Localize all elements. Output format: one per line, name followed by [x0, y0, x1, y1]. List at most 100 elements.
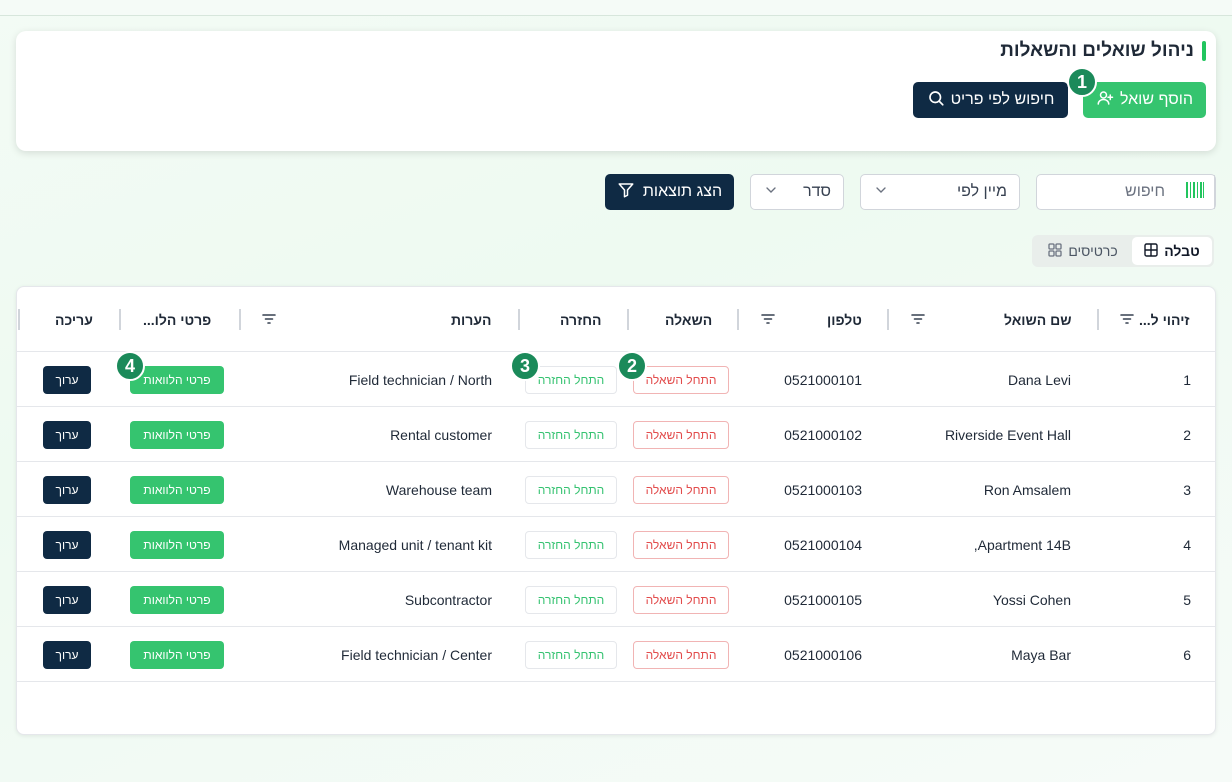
- table-row: 1 Dana Levi 0521000101 התחל השאלה התחל ה…: [17, 352, 1215, 407]
- start-loan-button[interactable]: התחל השאלה: [633, 421, 729, 449]
- chevron-down-icon: [763, 182, 779, 203]
- show-results-label: הצג תוצאות: [642, 183, 723, 200]
- barcode-icon: [1185, 181, 1204, 203]
- filter-icon[interactable]: [760, 311, 776, 327]
- column-separator: [627, 309, 629, 330]
- edit-button[interactable]: ערוך: [43, 476, 91, 504]
- column-header-loan-details[interactable]: פרטי הלו...: [143, 311, 212, 328]
- cell-notes: Rental customer: [390, 426, 492, 443]
- cell-phone: 0521000101: [784, 371, 862, 388]
- table-view-button[interactable]: טבלה: [1132, 237, 1212, 265]
- start-loan-button[interactable]: התחל השאלה: [633, 641, 729, 669]
- filter-icon[interactable]: [1119, 311, 1135, 327]
- column-separator: [518, 309, 520, 330]
- cell-notes: Field technician / North: [348, 371, 492, 388]
- column-header-phone[interactable]: טלפון: [827, 311, 862, 328]
- column-header-notes[interactable]: הערות: [451, 311, 492, 328]
- table-row: 3 Ron Amsalem 0521000103 התחל השאלה התחל…: [17, 462, 1215, 517]
- loan-details-button[interactable]: פרטי הלוואות: [130, 531, 224, 559]
- loan-details-button[interactable]: פרטי הלוואות: [130, 421, 224, 449]
- step-badge-2: 2: [617, 351, 647, 381]
- view-toggle: טבלה כרטיסים: [1032, 235, 1214, 267]
- start-loan-button[interactable]: התחל השאלה: [633, 531, 729, 559]
- column-separator: [18, 309, 20, 330]
- start-loan-button[interactable]: התחל השאלה: [633, 586, 729, 614]
- table-row: 2 Riverside Event Hall 0521000102 התחל ה…: [17, 407, 1215, 462]
- cell-notes: Subcontractor: [404, 591, 492, 608]
- barcode-scan-button[interactable]: [1175, 175, 1215, 209]
- cell-notes: Managed unit / tenant kit: [338, 536, 492, 553]
- column-separator: [737, 309, 739, 330]
- add-borrower-label: הוסף שואל: [1119, 91, 1194, 108]
- column-header-edit[interactable]: עריכה: [55, 311, 93, 328]
- add-borrower-button[interactable]: הוסף שואל: [1083, 82, 1206, 118]
- step-badge-1: 1: [1067, 67, 1097, 97]
- cell-id: 6: [1183, 646, 1191, 663]
- cell-id: 1: [1183, 371, 1191, 388]
- cell-name: Maya Bar: [1011, 646, 1071, 663]
- column-header-return[interactable]: החזרה: [560, 311, 602, 328]
- start-loan-button[interactable]: התחל השאלה: [633, 366, 729, 394]
- column-separator: [119, 309, 121, 330]
- cell-name: Riverside Event Hall: [944, 426, 1071, 443]
- borrowers-table: זיהוי ל... שם השואל טלפון השאלה החזרה הע…: [16, 286, 1216, 735]
- search-by-item-label: חיפוש לפי פריט: [950, 91, 1055, 108]
- show-results-button[interactable]: הצג תוצאות: [605, 174, 734, 210]
- edit-button[interactable]: ערוך: [43, 421, 91, 449]
- search-by-item-button[interactable]: חיפוש לפי פריט: [913, 82, 1068, 118]
- page-title: ניהול שואלים והשאלות: [1000, 40, 1194, 61]
- step-badge-3: 3: [510, 351, 540, 381]
- search-icon: [927, 89, 945, 112]
- search-input[interactable]: [1037, 175, 1175, 209]
- cell-id: 5: [1183, 591, 1191, 608]
- table-row: 6 Maya Bar 0521000106 התחל השאלה התחל הח…: [17, 627, 1215, 682]
- loan-details-button[interactable]: פרטי הלוואות: [130, 366, 224, 394]
- start-return-button[interactable]: התחל החזרה: [525, 586, 617, 614]
- cell-id: 2: [1183, 426, 1191, 443]
- cell-phone: 0521000103: [784, 481, 862, 498]
- step-badge-4: 4: [115, 351, 145, 381]
- cell-notes: Warehouse team: [385, 481, 492, 498]
- start-return-button[interactable]: התחל החזרה: [525, 476, 617, 504]
- filter-icon[interactable]: [261, 311, 277, 327]
- loan-details-button[interactable]: פרטי הלוואות: [130, 641, 224, 669]
- start-return-button[interactable]: התחל החזרה: [525, 531, 617, 559]
- column-header-name[interactable]: שם השואל: [1004, 311, 1072, 328]
- cell-phone: 0521000102: [784, 426, 862, 443]
- header-card: ניהול שואלים והשאלות הוסף שואל חיפוש לפי…: [16, 31, 1216, 151]
- cell-phone: 0521000105: [784, 591, 862, 608]
- edit-button[interactable]: ערוך: [43, 531, 91, 559]
- start-return-button[interactable]: התחל החזרה: [525, 421, 617, 449]
- table-view-label: טבלה: [1164, 243, 1200, 259]
- sort-by-label: מיין לפי: [957, 183, 1007, 200]
- cell-phone: 0521000104: [784, 536, 862, 553]
- search-box: [1036, 174, 1216, 210]
- start-return-button[interactable]: התחל החזרה: [525, 366, 617, 394]
- top-bar: [0, 0, 1232, 16]
- start-loan-button[interactable]: התחל השאלה: [633, 476, 729, 504]
- filter-icon[interactable]: [910, 311, 926, 327]
- cards-grid-icon: [1048, 242, 1062, 260]
- edit-button[interactable]: ערוך: [43, 586, 91, 614]
- edit-button[interactable]: ערוך: [43, 641, 91, 669]
- cell-id: 3: [1183, 481, 1191, 498]
- sort-by-select[interactable]: מיין לפי: [860, 174, 1020, 210]
- loan-details-button[interactable]: פרטי הלוואות: [130, 586, 224, 614]
- cell-name: Dana Levi: [1007, 371, 1071, 388]
- cell-name: Ron Amsalem: [983, 481, 1071, 498]
- user-plus-icon: [1096, 89, 1114, 112]
- cards-view-button[interactable]: כרטיסים: [1034, 237, 1132, 265]
- column-header-id[interactable]: זיהוי ל...: [1139, 311, 1190, 328]
- start-return-button[interactable]: התחל החזרה: [525, 641, 617, 669]
- funnel-icon: [617, 181, 635, 204]
- column-separator: [887, 309, 889, 330]
- column-separator: [239, 309, 241, 330]
- loan-details-button[interactable]: פרטי הלוואות: [130, 476, 224, 504]
- edit-button[interactable]: ערוך: [43, 366, 91, 394]
- column-header-loan[interactable]: השאלה: [665, 311, 713, 328]
- chevron-down-icon: [873, 182, 889, 203]
- cell-phone: 0521000106: [784, 646, 862, 663]
- title-accent-bar: [1202, 41, 1206, 61]
- order-select[interactable]: סדר: [750, 174, 844, 210]
- column-separator: [1097, 309, 1099, 330]
